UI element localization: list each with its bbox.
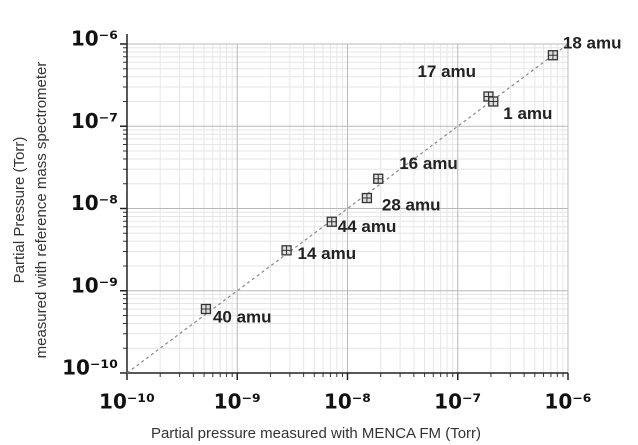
error-bar bbox=[201, 304, 211, 314]
x-tick-label: 10⁻⁶ bbox=[544, 390, 591, 414]
point bbox=[281, 245, 292, 256]
y-tick-label: 10⁻⁸ bbox=[71, 191, 118, 215]
y-tick-label: 10⁻¹⁰ bbox=[62, 356, 118, 380]
y-tick-label: 10⁻⁷ bbox=[71, 109, 118, 133]
y-axis-label: Partial Pressure (Torr) bbox=[11, 137, 28, 284]
point bbox=[373, 173, 384, 184]
error-bar bbox=[327, 217, 337, 227]
x-tick-label: 10⁻⁷ bbox=[434, 390, 481, 414]
point bbox=[488, 96, 499, 107]
point-label: 18 amu bbox=[563, 34, 622, 53]
x-tick-label: 10⁻¹⁰ bbox=[99, 390, 155, 414]
point-label: 28 amu bbox=[382, 196, 441, 215]
point-label: 14 amu bbox=[298, 244, 357, 263]
x-tick-label: 10⁻⁸ bbox=[324, 390, 371, 414]
point bbox=[361, 192, 373, 204]
error-bar bbox=[362, 193, 372, 203]
point-label: 44 amu bbox=[338, 217, 397, 236]
error-bar bbox=[488, 96, 498, 106]
point-label: 16 amu bbox=[399, 154, 458, 173]
point bbox=[547, 50, 559, 61]
error-bar bbox=[548, 50, 558, 60]
x-axis-label: Partial pressure measured with MENCA FM … bbox=[151, 425, 481, 442]
point bbox=[326, 216, 337, 227]
point-label: 40 amu bbox=[213, 307, 272, 326]
point-label: 1 amu bbox=[503, 104, 552, 123]
y-axis-label: measured with reference mass spectromete… bbox=[33, 62, 50, 359]
error-bar bbox=[282, 245, 292, 255]
point bbox=[200, 303, 212, 315]
y-tick-label: 10⁻⁹ bbox=[71, 273, 118, 297]
point-label: 17 amu bbox=[417, 62, 476, 81]
error-bar bbox=[373, 174, 383, 184]
x-tick-label: 10⁻⁹ bbox=[214, 390, 261, 414]
y-tick-label: 10⁻⁶ bbox=[71, 27, 118, 51]
